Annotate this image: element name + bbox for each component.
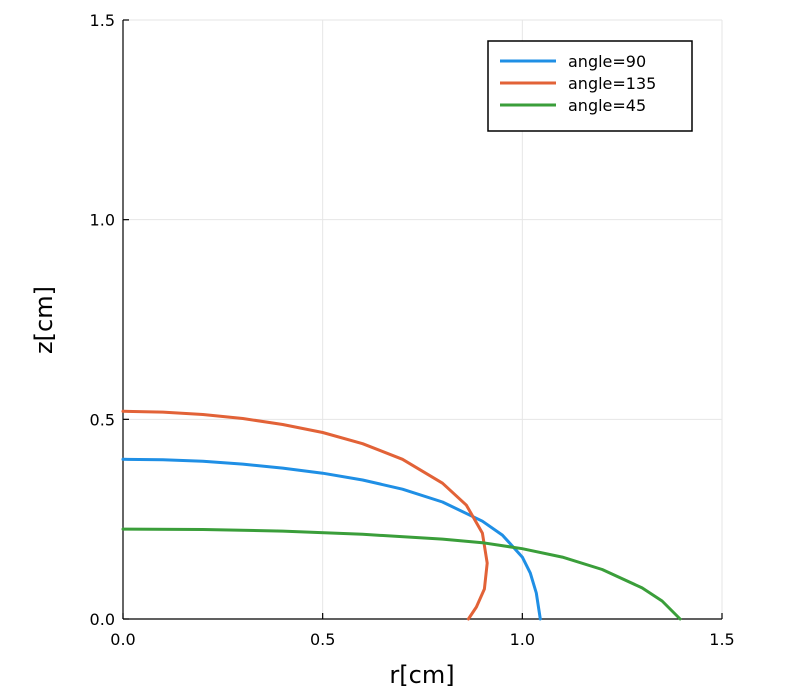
- ticks: 0.0 0.5 1.0 1.5 0.0 0.5 1.0 1.5: [90, 11, 735, 649]
- y-tick-label: 0.0: [90, 610, 115, 629]
- series-line-angle-90: [121, 457, 542, 621]
- x-tick-label: 0.0: [110, 630, 135, 649]
- y-axis-label: z[cm]: [30, 286, 58, 354]
- series-line-angle-135: [121, 409, 489, 621]
- legend: angle=90 angle=135 angle=45: [487, 40, 693, 132]
- series-line-angle-45: [121, 527, 682, 621]
- x-tick-label: 1.0: [510, 630, 535, 649]
- series-lines: [121, 409, 682, 621]
- legend-label: angle=90: [568, 52, 646, 71]
- x-tick-label: 0.5: [310, 630, 335, 649]
- legend-label: angle=135: [568, 74, 656, 93]
- axes: [122, 20, 722, 620]
- y-tick-label: 0.5: [90, 410, 115, 429]
- y-tick-label: 1.5: [90, 11, 115, 30]
- legend-box: [487, 40, 693, 132]
- x-axis-label: r[cm]: [389, 661, 454, 688]
- x-tick-label: 1.5: [709, 630, 734, 649]
- legend-label: angle=45: [568, 96, 646, 115]
- y-tick-label: 1.0: [90, 211, 115, 230]
